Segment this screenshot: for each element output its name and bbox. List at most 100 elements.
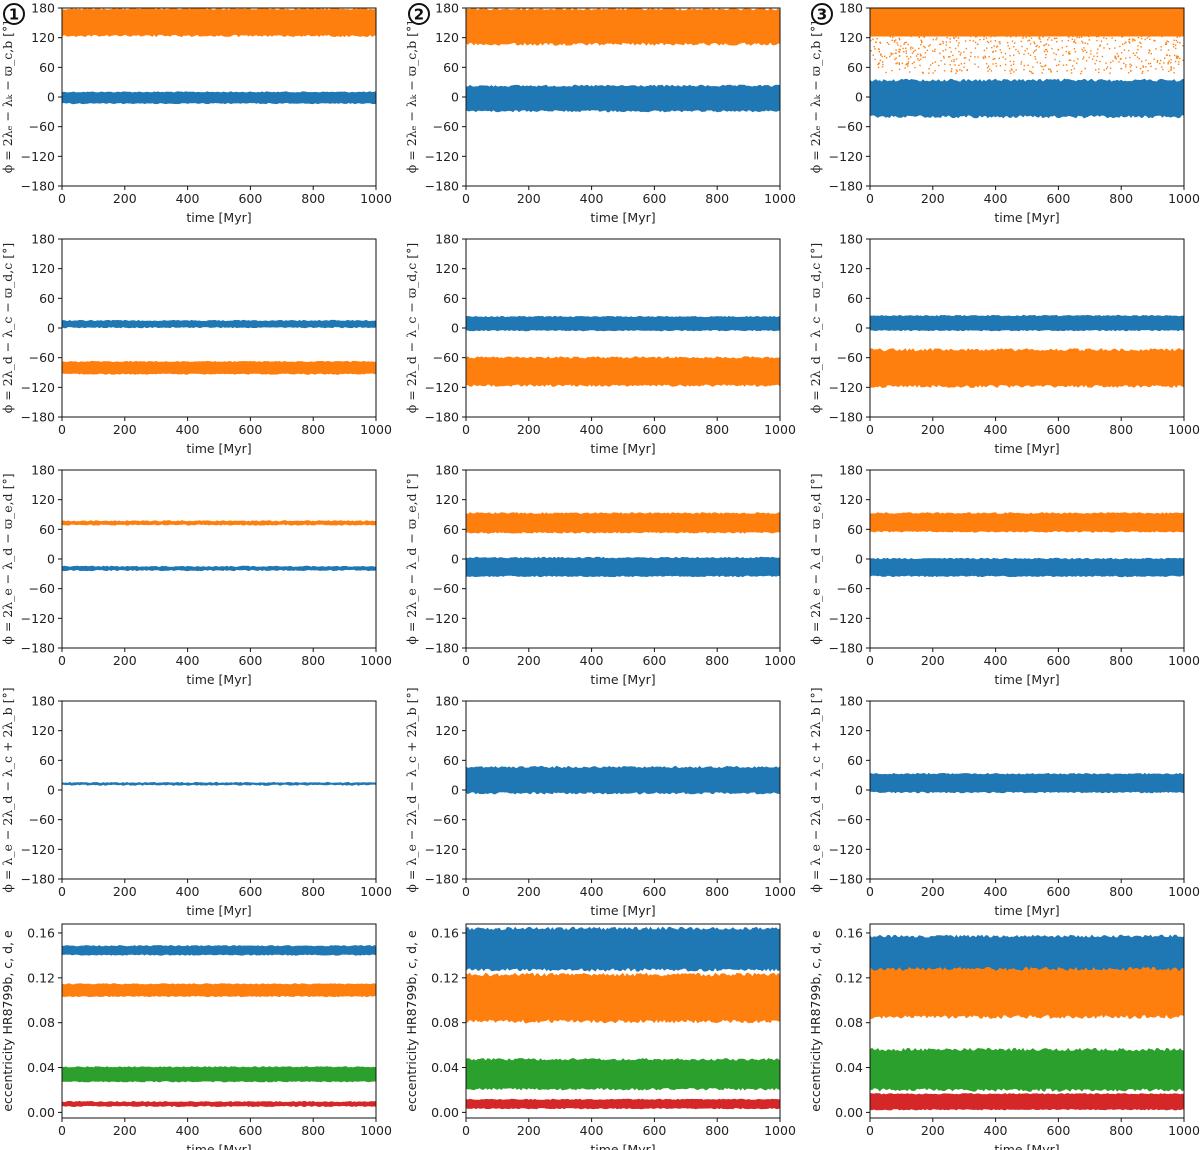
y-tick-label: −120	[425, 842, 459, 857]
axes-frame	[465, 923, 781, 1119]
y-tick-label: −60	[29, 119, 55, 134]
y-tick-label: −60	[837, 812, 863, 827]
y-axis-title: ϕ = λ_e − 2λ_d − λ_c + 2λ_b [°]	[0, 687, 15, 892]
panel-r2-c2: −180 −120 −60 0 60 120 180 0 200 400 600 800 1000 tim…	[808, 463, 1200, 688]
y-tick-label: 0	[855, 552, 863, 567]
series-blue-band	[62, 781, 376, 786]
y-axis-title: ϕ = λ_e − 2λ_d − λ_c + 2λ_b [°]	[404, 687, 419, 892]
y-tick-label: 0.16	[27, 925, 55, 940]
panel-r3-c1: −180 −120 −60 0 60 120 180 0 200 400 600 800 1000 tim…	[404, 687, 796, 918]
y-tick-label: 180	[839, 1, 863, 16]
y-tick-label: 180	[435, 694, 459, 709]
y-axis-title: eccentricity HR8799b, c, d, e	[404, 930, 419, 1112]
y-tick-label: −60	[29, 581, 55, 596]
y-tick-label: −120	[829, 611, 863, 626]
x-tick-label: 200	[517, 884, 541, 899]
x-tick-label: 400	[984, 1123, 1008, 1138]
y-tick-label: 120	[31, 723, 55, 738]
series-blue-band	[870, 314, 1184, 332]
x-axis-title: time [Myr]	[994, 441, 1059, 456]
x-tick-label: 200	[517, 1123, 541, 1138]
x-tick-label: 600	[642, 884, 666, 899]
x-tick-label: 200	[517, 191, 541, 206]
y-axis-title: ϕ = 2λ_d − λ_c − ϖ_d,c [°]	[404, 243, 419, 413]
y-tick-label: 0.08	[431, 1015, 459, 1030]
x-axis-title: time [Myr]	[186, 210, 251, 225]
y-axis-title: ϕ = 2λ_d − λ_c − ϖ_d,c [°]	[0, 243, 15, 413]
x-axis-title: time [Myr]	[590, 1142, 655, 1150]
y-tick-label: −180	[425, 179, 459, 194]
x-tick-label: 0	[58, 653, 66, 668]
x-tick-label: 800	[705, 422, 729, 437]
x-tick-label: 800	[1109, 1123, 1133, 1138]
y-tick-label: 120	[839, 30, 863, 45]
y-tick-label: 0.12	[835, 970, 863, 985]
y-tick-label: −120	[829, 380, 863, 395]
y-tick-label: 180	[31, 694, 55, 709]
x-tick-label: 0	[462, 1123, 470, 1138]
y-tick-label: 0	[855, 783, 863, 798]
x-tick-label: 600	[1046, 422, 1070, 437]
y-tick-label: 0	[451, 90, 459, 105]
panel-r4-c2: 0.00 0.04 0.08 0.12 0.16 0 200 400 600 800 1000 tim…	[808, 923, 1200, 1150]
x-tick-label: 400	[580, 191, 604, 206]
x-axis-title: time [Myr]	[186, 1142, 251, 1150]
y-axis-title: ϕ = 2λ_e − λ_d − ϖ_e,d [°]	[808, 473, 823, 644]
x-axis-title: time [Myr]	[590, 903, 655, 918]
x-tick-label: 1000	[1168, 191, 1200, 206]
y-tick-label: 0	[451, 783, 459, 798]
y-tick-label: −120	[21, 611, 55, 626]
x-tick-label: 600	[642, 422, 666, 437]
panel-r2-c0: −180 −120 −60 0 60 120 180 0 200 400 600 800 1000 tim…	[0, 463, 392, 688]
svg-text:2: 2	[414, 6, 424, 24]
x-tick-label: 600	[238, 653, 262, 668]
y-tick-label: 120	[839, 492, 863, 507]
x-tick-label: 0	[866, 191, 874, 206]
series-b-band	[466, 926, 780, 972]
panel-r0-c0: −180 −120 −60 0 60 120 180 0 200 400 600 800 1000 tim…	[0, 1, 392, 226]
x-tick-label: 200	[113, 653, 137, 668]
y-tick-label: 60	[847, 291, 863, 306]
x-tick-label: 600	[238, 1123, 262, 1138]
y-tick-label: 0.12	[431, 970, 459, 985]
x-tick-label: 200	[113, 191, 137, 206]
x-tick-label: 1000	[764, 653, 796, 668]
x-tick-label: 1000	[360, 422, 392, 437]
y-tick-label: 0.16	[431, 925, 459, 940]
y-tick-label: 0.04	[27, 1060, 55, 1075]
x-tick-label: 800	[1109, 653, 1133, 668]
x-tick-label: 600	[642, 1123, 666, 1138]
x-tick-label: 600	[1046, 653, 1070, 668]
x-tick-label: 0	[462, 884, 470, 899]
x-tick-label: 800	[705, 1123, 729, 1138]
y-tick-label: 180	[31, 1, 55, 16]
y-tick-label: −180	[21, 179, 55, 194]
x-tick-label: 1000	[360, 191, 392, 206]
axes-frame	[61, 469, 377, 649]
y-tick-label: −120	[21, 149, 55, 164]
y-tick-label: 0.00	[835, 1105, 863, 1120]
column-badge-2: 2	[408, 3, 430, 25]
x-tick-label: 800	[1109, 191, 1133, 206]
y-tick-label: 0.04	[431, 1060, 459, 1075]
y-tick-label: 60	[443, 291, 459, 306]
y-tick-label: −60	[837, 581, 863, 596]
plot-area	[870, 772, 1184, 794]
series-b-band	[870, 934, 1184, 973]
plot-area	[870, 512, 1184, 578]
plot-area	[870, 934, 1184, 1111]
y-tick-label: 180	[31, 463, 55, 478]
y-tick-label: −180	[21, 641, 55, 656]
y-tick-label: −180	[425, 641, 459, 656]
y-axis-title: ϕ = 2λ_d − λ_c − ϖ_d,c [°]	[808, 243, 823, 413]
y-tick-label: 0	[451, 552, 459, 567]
series-blue-band	[870, 772, 1184, 794]
axes-frame	[869, 923, 1185, 1119]
x-tick-label: 200	[517, 422, 541, 437]
y-tick-label: −60	[29, 812, 55, 827]
series-d-band	[466, 1058, 780, 1091]
svg-text:3: 3	[817, 6, 827, 24]
plot-area	[466, 8, 780, 113]
y-tick-label: −180	[829, 872, 863, 887]
x-axis-title: time [Myr]	[590, 210, 655, 225]
